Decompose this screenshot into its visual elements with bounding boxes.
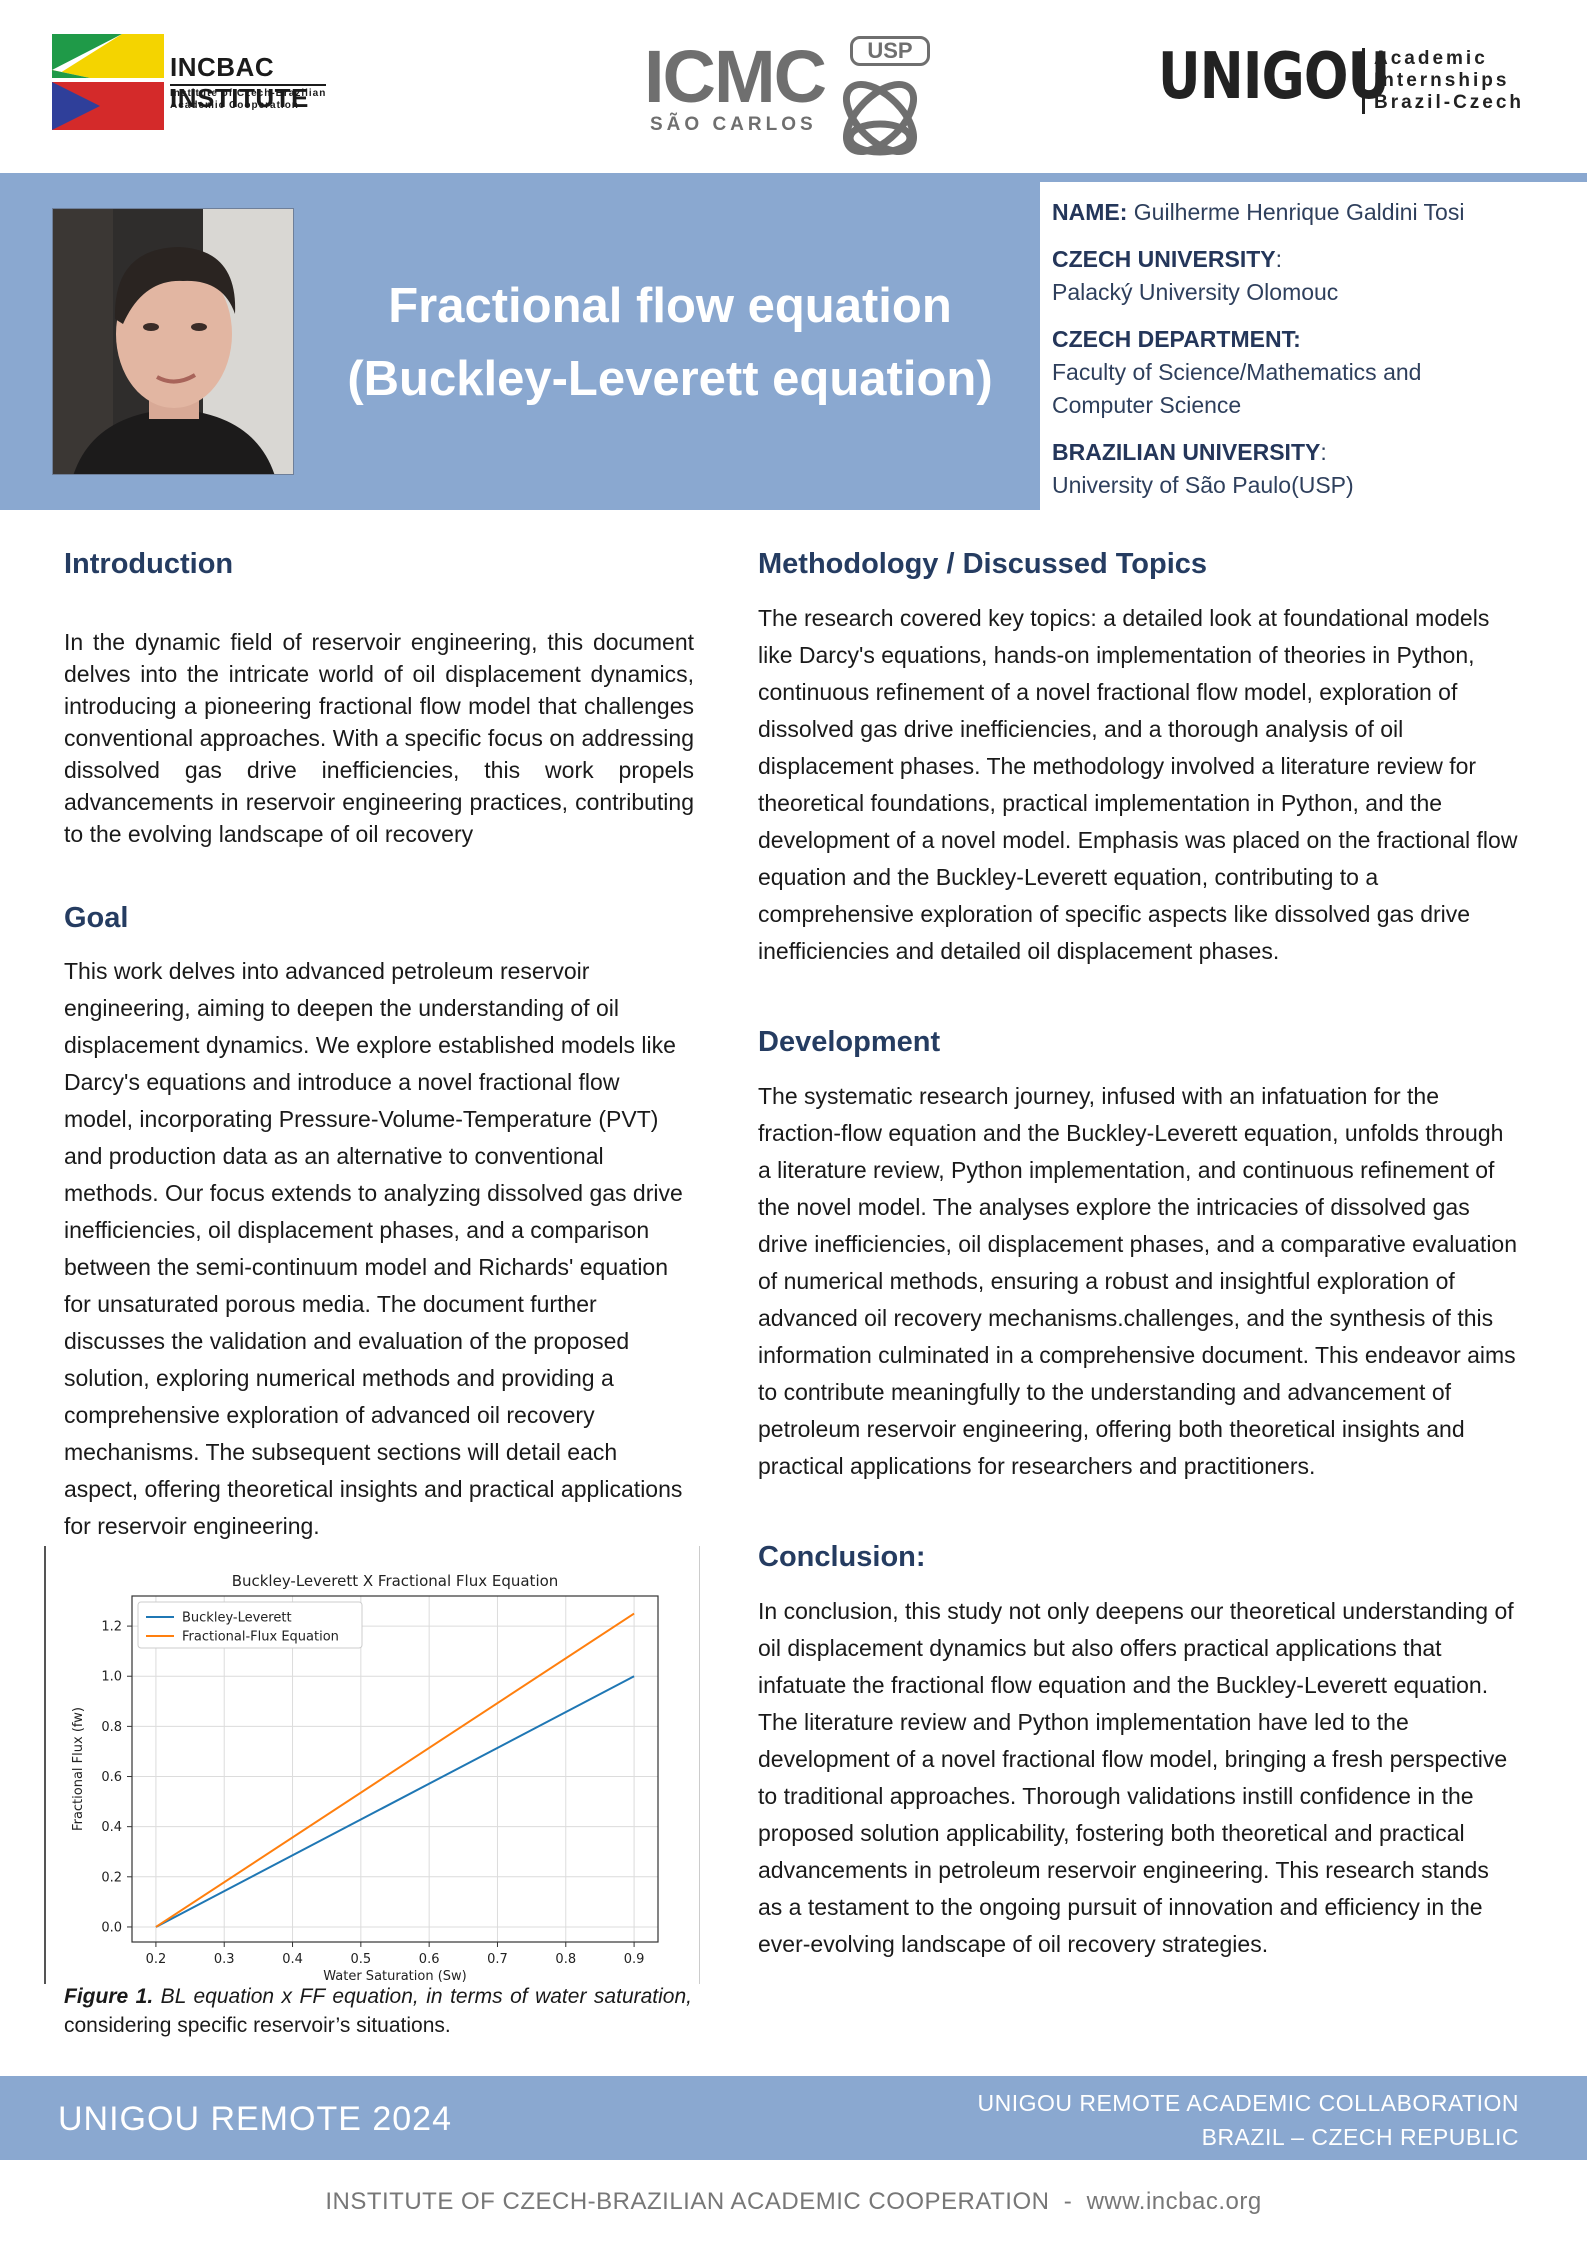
- author-info-panel: NAME: Guilherme Henrique Galdini Tosi CZ…: [1040, 182, 1587, 510]
- introduction-heading: Introduction: [64, 548, 234, 580]
- czech-university-label: CZECH UNIVERSITY: [1052, 246, 1276, 272]
- methodology-heading: Methodology / Discussed Topics: [758, 548, 1208, 580]
- methodology-text: The research covered key topics: a detai…: [758, 605, 1518, 964]
- series-line-1: [155, 1675, 635, 1928]
- conclusion-text: In conclusion, this study not only deepe…: [758, 1598, 1514, 1957]
- footer-collaboration-line-1: UNIGOU REMOTE ACADEMIC COLLABORATION: [977, 2090, 1519, 2116]
- usp-text: USP: [850, 36, 930, 66]
- footer-event: UNIGOU REMOTE 2024: [58, 2100, 452, 2138]
- footer-band: UNIGOU REMOTE 2024 UNIGOU REMOTE ACADEMI…: [0, 2076, 1587, 2160]
- unigou-logo: UNIGOU Academic Internships Brazil-Czech: [1158, 40, 1538, 130]
- info-czech-department: CZECH DEPARTMENT: Faculty of Science/Mat…: [1052, 323, 1587, 422]
- icmc-usp-logo: ICMC USP SÃO CARLOS: [640, 30, 940, 156]
- caption-italic: BL equation x FF equation, in terms of w…: [153, 1985, 692, 2008]
- poster-title: Fractional flow equation (Buckley-Levere…: [310, 270, 1030, 416]
- unigou-tagline-2: Internships: [1374, 70, 1510, 91]
- legend-label: Buckley-Leverett: [182, 1611, 292, 1626]
- czech-university-value: Palacký University Olomouc: [1052, 279, 1339, 305]
- unigou-tagline-3: Brazil-Czech: [1374, 92, 1525, 113]
- icmc-text: ICMC: [644, 35, 827, 118]
- y-axis-label: Fractional Flux (fw): [71, 1707, 86, 1831]
- y-tick-label: 0.4: [101, 1820, 122, 1835]
- logo-bar: INCBAC INSTITUTE Institute of Czech-Braz…: [0, 0, 1587, 170]
- footer-collaboration-line-2: BRAZIL – CZECH REPUBLIC: [1201, 2124, 1519, 2150]
- incbac-subtitle: Institute of Czech-Brazilian Academic Co…: [170, 84, 327, 112]
- y-tick-label: 0.6: [101, 1770, 122, 1785]
- caption-rest: considering specific reservoir’s situati…: [64, 2014, 451, 2037]
- chart-title: Buckley-Leverett X Fractional Flux Equat…: [232, 1572, 559, 1590]
- czech-department-value-1: Faculty of Science/Mathematics and: [1052, 359, 1422, 385]
- x-tick-label: 0.5: [351, 1952, 372, 1967]
- footer-institute-line: INSTITUTE OF CZECH-BRAZILIAN ACADEMIC CO…: [325, 2188, 1262, 2215]
- x-tick-label: 0.3: [214, 1952, 235, 1967]
- name-label: NAME:: [1052, 199, 1128, 225]
- unigou-text: UNIGOU: [1158, 40, 1390, 114]
- info-brazilian-university: BRAZILIAN UNIVERSITY: University of São …: [1052, 436, 1587, 502]
- y-tick-label: 0.8: [101, 1720, 122, 1735]
- incbac-name: INCBAC INSTITUTE: [170, 52, 309, 113]
- usp-knot-icon: [842, 80, 918, 156]
- series-line-2: [155, 1612, 635, 1928]
- info-czech-university: CZECH UNIVERSITY: Palacký University Olo…: [1052, 243, 1587, 309]
- x-tick-label: 0.2: [146, 1952, 167, 1967]
- brazilian-university-colon: :: [1320, 439, 1327, 465]
- y-tick-label: 1.0: [101, 1670, 122, 1685]
- development-text: The systematic research journey, infused…: [758, 1083, 1518, 1479]
- incbac-subtitle-line-2: Academic Cooperation: [170, 100, 299, 111]
- brazilian-university-label: BRAZILIAN UNIVERSITY: [1052, 439, 1321, 465]
- author-photo: [52, 208, 294, 475]
- legend-label: Fractional-Flux Equation: [182, 1630, 339, 1645]
- incbac-subtitle-line-1: Institute of Czech-Brazilian: [170, 88, 327, 99]
- author-portrait-image: [53, 209, 293, 474]
- incbac-flag-icon: [52, 34, 164, 130]
- name-value: Guilherme Henrique Galdini Tosi: [1133, 199, 1465, 225]
- x-axis-label: Water Saturation (Sw): [323, 1969, 467, 1984]
- unigou-divider: [1362, 48, 1365, 114]
- title-line-2: (Buckley-Leverett equation): [347, 352, 993, 406]
- goal-text: This work delves into advanced petroleum…: [64, 958, 683, 1539]
- czech-department-value-2: Computer Science: [1052, 392, 1242, 418]
- fractional-flux-chart: 0.2 0.3 0.4 0.5 0.6 0.7 0.8 0.9 0.0 0.2 0.4 0.6 0.8 1…: [71, 1572, 659, 1984]
- footer-collaboration: UNIGOU REMOTE ACADEMIC COLLABORATION BRA…: [977, 2086, 1519, 2154]
- czech-university-colon: :: [1275, 246, 1283, 272]
- czech-department-label: CZECH DEPARTMENT:: [1052, 326, 1301, 352]
- icmc-city: SÃO CARLOS: [650, 114, 817, 135]
- unigou-tagline: Academic Internships Brazil-Czech: [1374, 48, 1524, 114]
- y-tick-label: 1.2: [101, 1620, 122, 1635]
- x-tick-label: 0.6: [419, 1952, 440, 1967]
- legend-box: [137, 1601, 363, 1649]
- development-heading: Development: [758, 1026, 941, 1058]
- incbac-logo: INCBAC INSTITUTE Institute of Czech-Braz…: [52, 34, 352, 134]
- figure-1: 0.2 0.3 0.4 0.5 0.6 0.7 0.8 0.9 0.0 0.2 0.4 0.6 0.8 1…: [44, 1546, 700, 1984]
- x-tick-label: 0.9: [624, 1952, 645, 1967]
- y-tick-label: 0.0: [101, 1920, 122, 1935]
- x-tick-label: 0.4: [282, 1952, 303, 1967]
- x-tick-label: 0.8: [555, 1952, 576, 1967]
- x-tick-label: 0.7: [487, 1952, 508, 1967]
- goal-heading: Goal: [64, 902, 129, 934]
- introduction-text: In the dynamic field of reservoir engine…: [64, 629, 694, 847]
- figure-caption: Figure 1. BL equation x FF equation, in …: [64, 1982, 692, 2040]
- title-line-1: Fractional flow equation: [388, 279, 952, 333]
- plot-area-frame: [131, 1595, 659, 1943]
- conclusion-heading: Conclusion:: [758, 1541, 926, 1573]
- y-tick-label: 0.2: [101, 1870, 122, 1885]
- caption-label: Figure 1.: [64, 1985, 154, 2008]
- unigou-tagline-1: Academic: [1374, 48, 1488, 69]
- info-name: NAME: Guilherme Henrique Galdini Tosi: [1052, 196, 1587, 229]
- brazilian-university-value: University of São Paulo(USP): [1052, 472, 1354, 498]
- chart-legend: Buckley-Leverett Fractional-Flux Equation: [137, 1601, 363, 1649]
